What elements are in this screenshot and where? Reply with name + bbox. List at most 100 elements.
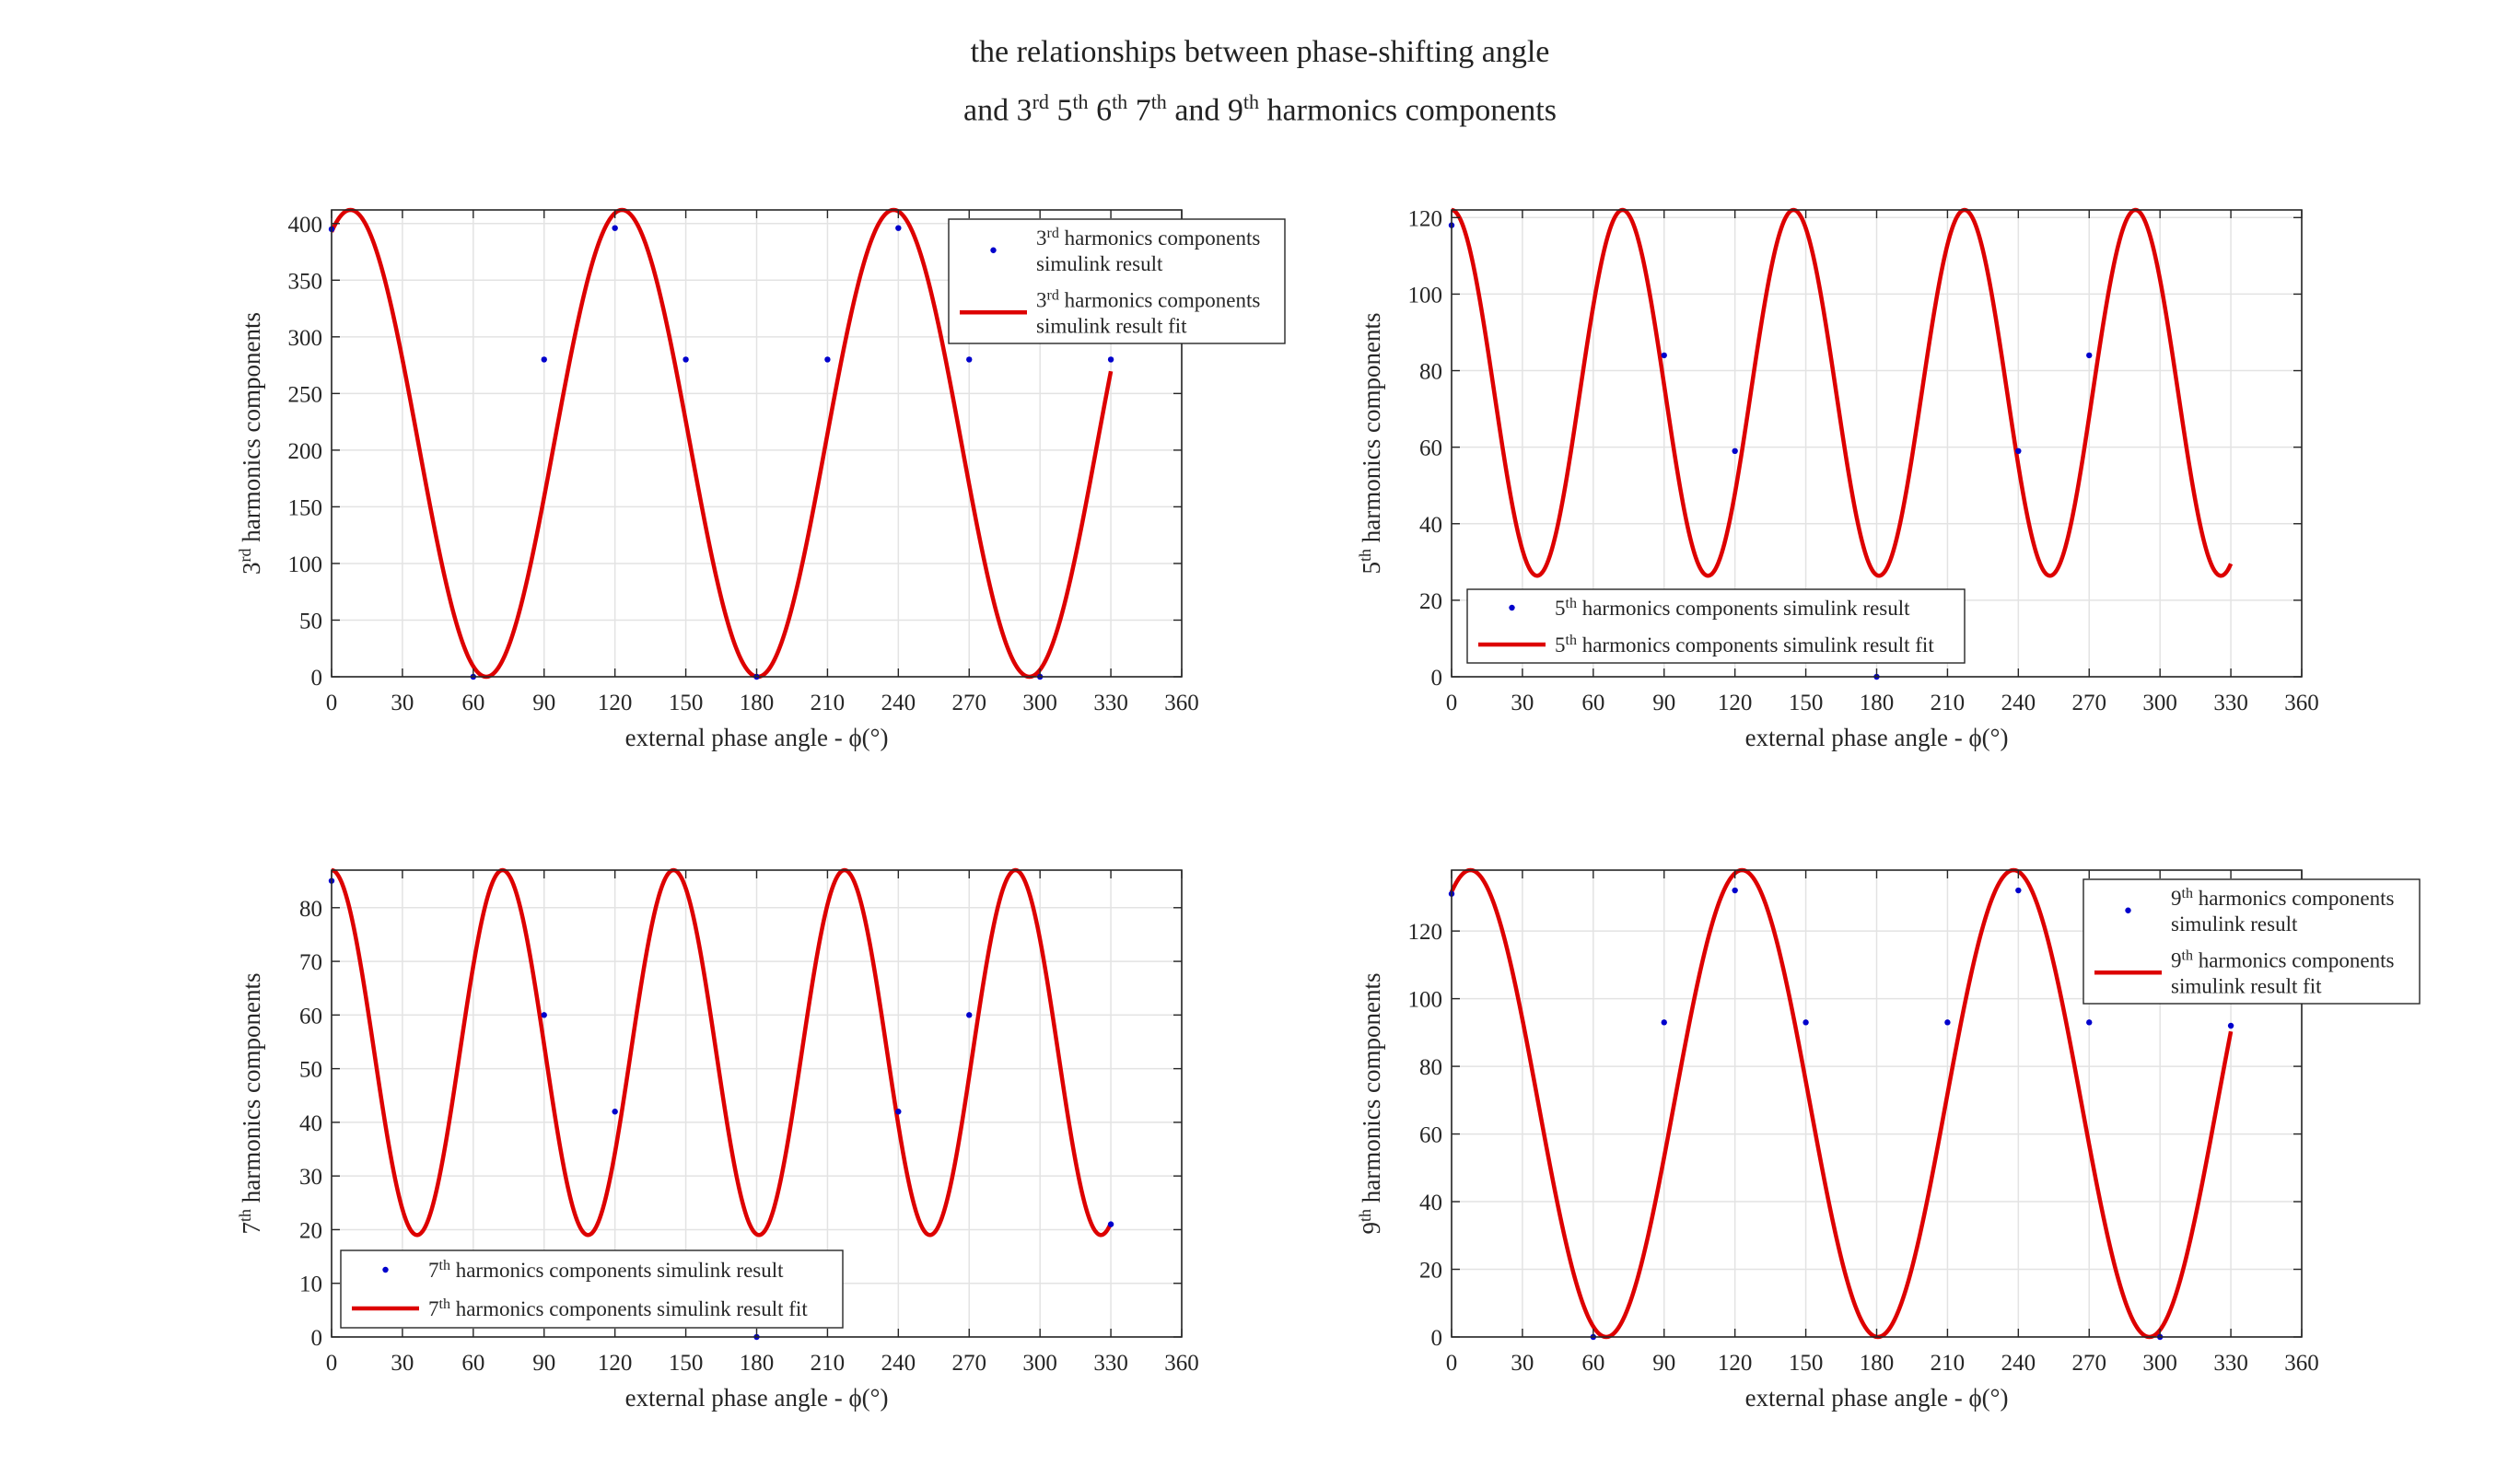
y-tick-label: 40	[1419, 513, 1442, 538]
y-tick-label: 20	[1419, 589, 1442, 614]
y-tick-label: 120	[1408, 920, 1443, 945]
legend: 5th harmonics components simulink result…	[1466, 588, 1966, 664]
legend-point-marker	[1509, 604, 1515, 611]
y-tick-label: 100	[288, 552, 323, 577]
data-point	[541, 356, 547, 363]
title-superscript: rd	[1032, 90, 1049, 113]
data-point	[1802, 1019, 1809, 1026]
x-tick-label: 360	[2284, 691, 2319, 715]
y-axis-label: 7th harmonics components	[236, 973, 265, 1235]
y-tick-label: 0	[1431, 666, 1443, 691]
x-tick-label: 0	[326, 691, 338, 715]
x-tick-label: 210	[811, 691, 846, 715]
legend-label-part: 9	[2171, 948, 2182, 971]
y-axis-label-part: th	[1356, 549, 1374, 562]
x-tick-label: 180	[740, 691, 775, 715]
x-tick-label: 270	[2072, 1351, 2107, 1376]
legend-label-part: harmonics components simulink result fit	[450, 1297, 808, 1320]
legend-label-part: th	[439, 1296, 450, 1312]
y-axis-label-part: th	[1356, 1209, 1374, 1222]
y-tick-label: 0	[311, 666, 323, 691]
y-tick-label: 100	[1408, 283, 1443, 308]
fit-curve	[1449, 867, 2234, 1340]
x-tick-label: 150	[1789, 1351, 1824, 1376]
chart-9th-harmonics: 0 30 60 90 120 150 180 210 240 270 300 330 360 0 20 40 6…	[1356, 867, 2421, 1412]
x-tick-label: 270	[2072, 691, 2107, 715]
legend-label-part: 5	[1555, 633, 1566, 657]
x-tick-label: 120	[1718, 1351, 1753, 1376]
fit-curve	[1451, 207, 2234, 578]
x-tick-label: 90	[1652, 691, 1675, 715]
y-tick-label: 20	[299, 1218, 322, 1243]
x-tick-label: 360	[1164, 691, 1199, 715]
legend-label-part: th	[2182, 947, 2193, 963]
x-axis-label: external phase angle - ϕ(°)	[1745, 1384, 2009, 1412]
data-point	[2015, 887, 2022, 894]
x-tick-label: 330	[2213, 691, 2248, 715]
x-tick-label: 120	[1718, 691, 1753, 715]
x-tick-label: 360	[2284, 1351, 2319, 1376]
legend-label-line2: simulink result fit	[2171, 974, 2322, 997]
y-axis-label-part: 9	[1358, 1222, 1385, 1235]
x-tick-label: 30	[391, 1351, 414, 1376]
legend-point-marker	[382, 1266, 389, 1273]
data-point	[541, 1012, 547, 1018]
fit-curve	[329, 207, 1114, 680]
data-point	[895, 225, 902, 231]
x-tick-label: 360	[1164, 1351, 1199, 1376]
data-point	[1732, 887, 1738, 894]
data-point	[1107, 1221, 1114, 1227]
legend-label: 7th harmonics components simulink result	[428, 1258, 784, 1283]
x-tick-label: 180	[1860, 1351, 1895, 1376]
x-tick-label: 240	[881, 691, 916, 715]
legend-label: 7th harmonics components simulink result…	[428, 1296, 808, 1321]
legend-label-part: harmonics components	[1059, 227, 1261, 250]
y-tick-label: 80	[299, 897, 322, 922]
legend-label-part: 7	[428, 1297, 439, 1320]
data-point	[612, 1109, 618, 1115]
data-point	[2086, 1019, 2093, 1026]
title-superscript: th	[1072, 90, 1089, 113]
x-tick-label: 330	[2213, 1351, 2248, 1376]
legend-box	[340, 1249, 844, 1329]
y-tick-label: 120	[1408, 206, 1443, 231]
x-axis-label: external phase angle - ϕ(°)	[1745, 724, 2009, 751]
data-point	[2227, 1022, 2234, 1029]
data-point	[1107, 356, 1114, 363]
data-point	[895, 1109, 902, 1115]
legend-label: 5th harmonics components simulink result…	[1555, 633, 1934, 657]
y-tick-label: 60	[299, 1004, 322, 1029]
y-tick-label: 400	[288, 213, 323, 238]
legend-label-part: harmonics components	[2193, 948, 2395, 971]
title-text: and 3	[963, 93, 1032, 128]
y-tick-label: 150	[288, 495, 323, 520]
x-tick-label: 240	[2001, 1351, 2036, 1376]
y-tick-label: 350	[288, 269, 323, 294]
legend-label-line2: simulink result	[2171, 912, 2298, 936]
x-tick-label: 300	[1022, 1351, 1057, 1376]
data-point	[682, 356, 689, 363]
y-tick-label: 40	[1419, 1191, 1442, 1215]
x-tick-label: 120	[598, 1351, 633, 1376]
x-tick-label: 240	[2001, 691, 2036, 715]
x-tick-label: 210	[811, 1351, 846, 1376]
legend-label-part: th	[2182, 885, 2193, 901]
data-point	[1944, 1019, 1951, 1026]
data-point	[824, 356, 831, 363]
x-tick-label: 270	[952, 1351, 987, 1376]
legend-label-part: harmonics components	[2193, 887, 2395, 910]
fit-curve	[331, 867, 1114, 1238]
data-point	[1661, 1019, 1667, 1026]
x-tick-label: 60	[1581, 691, 1604, 715]
y-axis-label-part: 3	[238, 562, 265, 575]
legend-label-part: rd	[1047, 225, 1059, 240]
data-point	[2015, 447, 2022, 455]
x-tick-label: 30	[1511, 1351, 1534, 1376]
y-axis-label-part: 5	[1358, 562, 1385, 575]
y-tick-label: 80	[1419, 360, 1442, 385]
x-tick-label: 90	[1652, 1351, 1675, 1376]
title-superscript: th	[1112, 90, 1128, 113]
x-tick-label: 210	[1931, 691, 1966, 715]
